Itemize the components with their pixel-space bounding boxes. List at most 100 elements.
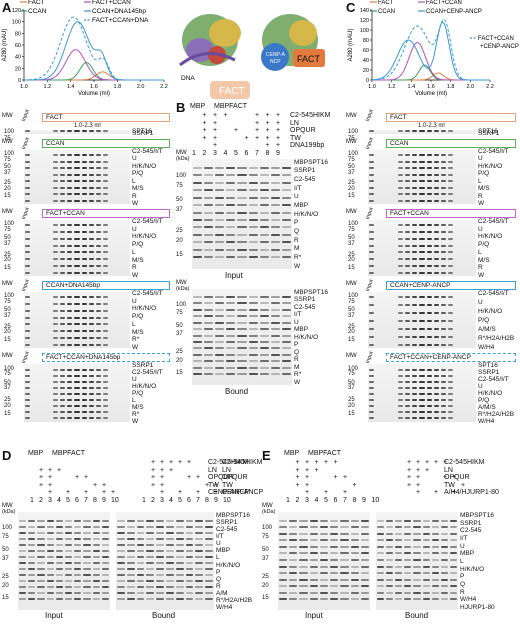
gel-band <box>281 181 291 184</box>
gel-band <box>431 572 439 575</box>
gel-band <box>270 196 280 199</box>
gel-band <box>74 598 82 601</box>
gel-band <box>83 555 91 558</box>
svg-text:1.2: 1.2 <box>44 84 52 90</box>
d-left-lane-number: 10 <box>111 496 119 504</box>
a-band-labels: C2-545/I/T U H/K/N/O P/Q L M/S R W <box>132 218 174 279</box>
gel-band <box>448 167 454 170</box>
gel-band <box>88 336 94 339</box>
e-left-plus: + <box>295 466 300 474</box>
gel-band <box>215 328 225 331</box>
a-mw-mark: 37 <box>4 169 11 176</box>
gel-band <box>279 559 288 561</box>
c-mw-mark: 50 <box>348 234 355 241</box>
b-input-gel <box>192 158 292 269</box>
gel-band <box>386 572 394 575</box>
gel-band <box>386 598 394 601</box>
c-gel-title: FACT+CCAN+CENP-ANCP <box>390 354 471 361</box>
b-input-label: C2-545 <box>294 175 316 183</box>
c-band-label: C2-545/I/T <box>478 376 509 383</box>
gel-band <box>65 531 73 534</box>
gel-band <box>193 302 203 305</box>
gel-band <box>195 519 204 522</box>
gel-band <box>340 559 349 561</box>
e-right-plus: + <box>425 466 430 474</box>
gel-band <box>88 368 94 371</box>
a-gel-title: FACT+CCAN <box>46 210 85 217</box>
gel-band <box>248 334 258 337</box>
svg-text:60: 60 <box>15 43 21 49</box>
gel-band <box>81 271 87 274</box>
gel-band <box>74 154 80 157</box>
gel-band <box>92 549 100 552</box>
gel-band <box>279 545 288 548</box>
gel-band <box>369 386 375 389</box>
gel-band <box>60 271 66 274</box>
gel-band <box>60 386 66 389</box>
b-bound-label: W <box>294 378 301 386</box>
gel-band <box>405 327 411 330</box>
c-band-label: R <box>478 264 483 272</box>
gel-band <box>448 237 454 240</box>
e-left-row-label: C2-545HIKM <box>444 459 485 466</box>
gel-band <box>422 532 430 535</box>
gel-band <box>67 258 73 261</box>
gel-band <box>136 568 145 571</box>
e-left-lane-number: 3 <box>305 496 309 504</box>
gel-band <box>136 519 145 522</box>
c-band-label: C2-545/I/T <box>478 218 509 225</box>
d-left-plus: + <box>66 489 71 496</box>
gel-band <box>25 303 31 306</box>
a-gel-1: MW CCAN Input 100 75 50 37 25 20 15 C2-545/I/T U H/K… <box>2 137 172 207</box>
svg-text:FACT+CCAN: FACT+CCAN <box>426 0 462 6</box>
gel-band <box>81 251 87 254</box>
gel-band <box>299 552 308 555</box>
gel-band <box>46 537 54 540</box>
gel-band <box>360 532 369 535</box>
gel-band <box>53 386 59 389</box>
fact-box-right <box>293 49 325 67</box>
gel-band <box>395 545 403 548</box>
svg-text:A280 (mAU): A280 (mAU) <box>348 28 354 61</box>
gel-band <box>117 543 125 546</box>
gel-band <box>60 336 66 339</box>
gel-band <box>281 233 291 236</box>
gel-band <box>433 411 439 414</box>
a-band-label: C2-545/I/T <box>132 290 163 297</box>
b-bound-mw: MW <box>176 279 187 286</box>
gel-band <box>369 199 375 202</box>
gel-band <box>377 539 385 542</box>
gel-band <box>204 204 214 207</box>
gel-band <box>279 565 288 568</box>
d-bound-label: MBPSPT16 <box>216 512 250 519</box>
gel-band <box>237 334 247 337</box>
gel-band <box>404 532 412 535</box>
gel-band <box>377 585 385 588</box>
gel-band <box>102 180 108 183</box>
svg-text:1.6: 1.6 <box>90 84 98 90</box>
b-plus: + <box>265 134 270 142</box>
gel-band <box>185 568 194 571</box>
svg-text:CCAN+CENP-ANCP: CCAN+CENP-ANCP <box>426 9 482 15</box>
c-band-label: H/K/N/O <box>478 233 503 241</box>
gel-band <box>193 347 203 350</box>
e-bound-label: MBPSPT16 <box>460 512 494 519</box>
gel-band <box>205 598 213 601</box>
gel-band <box>426 251 432 254</box>
gel-band <box>95 309 101 312</box>
e-bound-label: Q <box>460 581 466 588</box>
gel-band <box>397 343 403 346</box>
gel-band <box>426 335 432 338</box>
gel-band <box>53 180 59 183</box>
gel-band <box>289 545 298 548</box>
b-plus: + <box>213 127 218 134</box>
gel-band <box>369 167 375 170</box>
gel-band <box>146 598 155 601</box>
gel-band <box>102 374 108 377</box>
svg-text:DNA: DNA <box>181 75 195 82</box>
e-input-mw-mark: 37 <box>262 555 269 562</box>
gel-band <box>441 167 447 170</box>
gel-band <box>433 312 439 315</box>
c-mw-mark: 50 <box>348 306 355 313</box>
e-right-plus: + <box>434 459 439 466</box>
